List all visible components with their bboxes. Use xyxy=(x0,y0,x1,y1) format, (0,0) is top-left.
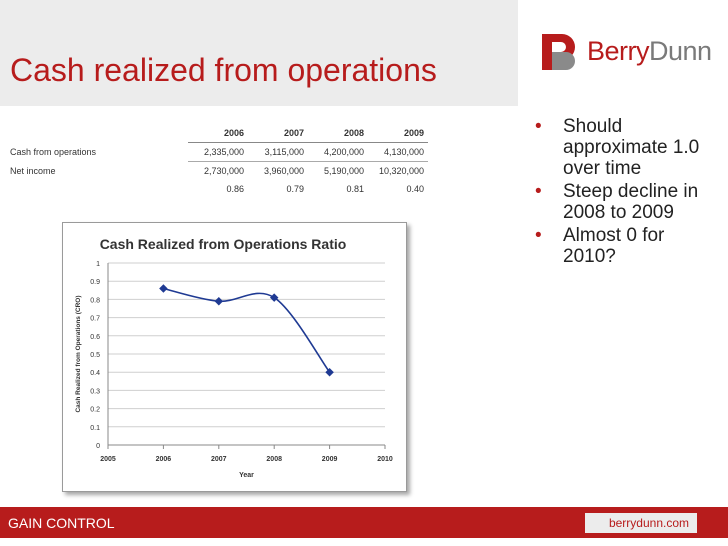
bullet-text: Steep decline in 2008 to 2009 xyxy=(563,181,699,223)
logo-berry-text: Berry xyxy=(587,36,650,66)
table-cell: 10,320,000 xyxy=(378,166,424,176)
ratio-cell: 0.79 xyxy=(286,184,304,194)
berrydunn-logo: BerryDunn xyxy=(538,30,712,76)
logo-wordmark: BerryDunn xyxy=(587,36,712,67)
bullet-dot-icon: • xyxy=(535,181,542,202)
y-tick-label: 0.6 xyxy=(90,334,100,341)
table-cell: 3,960,000 xyxy=(263,166,304,176)
series-line xyxy=(163,287,331,373)
table-cell: 3,115,000 xyxy=(248,142,308,162)
x-axis-label: Year xyxy=(239,472,254,479)
y-tick-label: 0.7 xyxy=(90,316,100,323)
bullet-item: • Steep decline in 2008 to 2009 xyxy=(533,181,713,223)
data-point-marker xyxy=(214,296,224,306)
bullet-dot-icon: • xyxy=(535,116,542,137)
year-header: 2008 xyxy=(308,124,368,143)
y-tick-label: 0.2 xyxy=(90,407,100,414)
y-tick-label: 0.8 xyxy=(90,297,100,304)
title-bar: Cash realized from operations xyxy=(0,0,518,106)
bullet-text: Should approximate 1.0 over time xyxy=(563,116,700,179)
y-tick-label: 1 xyxy=(96,261,100,268)
y-tick-label: 0.5 xyxy=(90,352,100,359)
row-label: Cash from operations xyxy=(10,147,97,157)
data-point-marker xyxy=(159,284,168,293)
footer-bar: GAIN CONTROL berrydunn.com xyxy=(0,507,728,538)
table-cell: 2,335,000 xyxy=(188,142,248,162)
y-axis-label: Cash Realized from Operations (CRO) xyxy=(75,295,82,412)
bullet-text: Almost 0 for 2010? xyxy=(563,225,665,267)
ratio-cell: 0.40 xyxy=(406,184,424,194)
y-tick-label: 0.4 xyxy=(90,370,100,377)
table-cell: 4,200,000 xyxy=(308,142,368,162)
row-label: Net income xyxy=(10,165,56,176)
table-corner xyxy=(10,124,188,143)
ratio-row: 0.86 0.79 0.81 0.40 xyxy=(10,180,428,198)
chart-container: Cash Realized from Operations Ratio 0 0.1 0… xyxy=(62,222,407,492)
logo-dunn-text: Dunn xyxy=(649,36,712,66)
bullet-list: • Should approximate 1.0 over time • Steep… xyxy=(533,116,713,269)
slide-title: Cash realized from operations xyxy=(10,52,437,88)
table-cell: 2,730,000 xyxy=(203,166,244,176)
financial-table: 2006 2007 2008 2009 Cash from operations… xyxy=(10,124,428,198)
x-tick-label: 2008 xyxy=(266,456,282,463)
x-tick-label: 2009 xyxy=(322,456,338,463)
y-tick-label: 0.3 xyxy=(90,388,100,395)
ratio-cell: 0.86 xyxy=(226,184,244,194)
data-point-marker xyxy=(269,293,279,302)
y-tick-label: 0.1 xyxy=(90,425,100,432)
footer-tagline: GAIN CONTROL xyxy=(8,515,115,531)
cro-line-chart: Cash Realized from Operations Ratio 0 0.1 0… xyxy=(75,236,393,479)
footer-website: berrydunn.com xyxy=(585,513,697,533)
table-row: Cash from operations 2,335,000 3,115,000… xyxy=(10,142,428,162)
bullet-item: • Almost 0 for 2010? xyxy=(533,225,713,267)
x-tick-label: 2010 xyxy=(377,456,393,463)
data-point-marker xyxy=(325,367,334,377)
chart-title: Cash Realized from Operations Ratio xyxy=(100,236,347,252)
ratio-label-empty xyxy=(10,180,188,198)
y-tick-label: 0.9 xyxy=(90,279,100,286)
table-cell: 4,130,000 xyxy=(368,142,428,162)
table-header-row: 2006 2007 2008 2009 xyxy=(10,124,428,143)
x-tick-label: 2006 xyxy=(156,456,172,463)
x-tick-label: 2005 xyxy=(100,456,116,463)
year-header: 2009 xyxy=(368,124,428,143)
bullet-item: • Should approximate 1.0 over time xyxy=(533,116,713,179)
berrydunn-logo-icon xyxy=(542,34,575,70)
year-header: 2007 xyxy=(248,124,308,143)
y-tick-label: 0 xyxy=(96,443,100,450)
table-cell: 5,190,000 xyxy=(323,166,364,176)
table-row: Net income 2,730,000 3,960,000 5,190,000… xyxy=(10,162,428,181)
bullet-dot-icon: • xyxy=(535,225,542,246)
year-header: 2006 xyxy=(188,124,248,143)
ratio-cell: 0.81 xyxy=(346,184,364,194)
x-tick-label: 2007 xyxy=(211,456,227,463)
